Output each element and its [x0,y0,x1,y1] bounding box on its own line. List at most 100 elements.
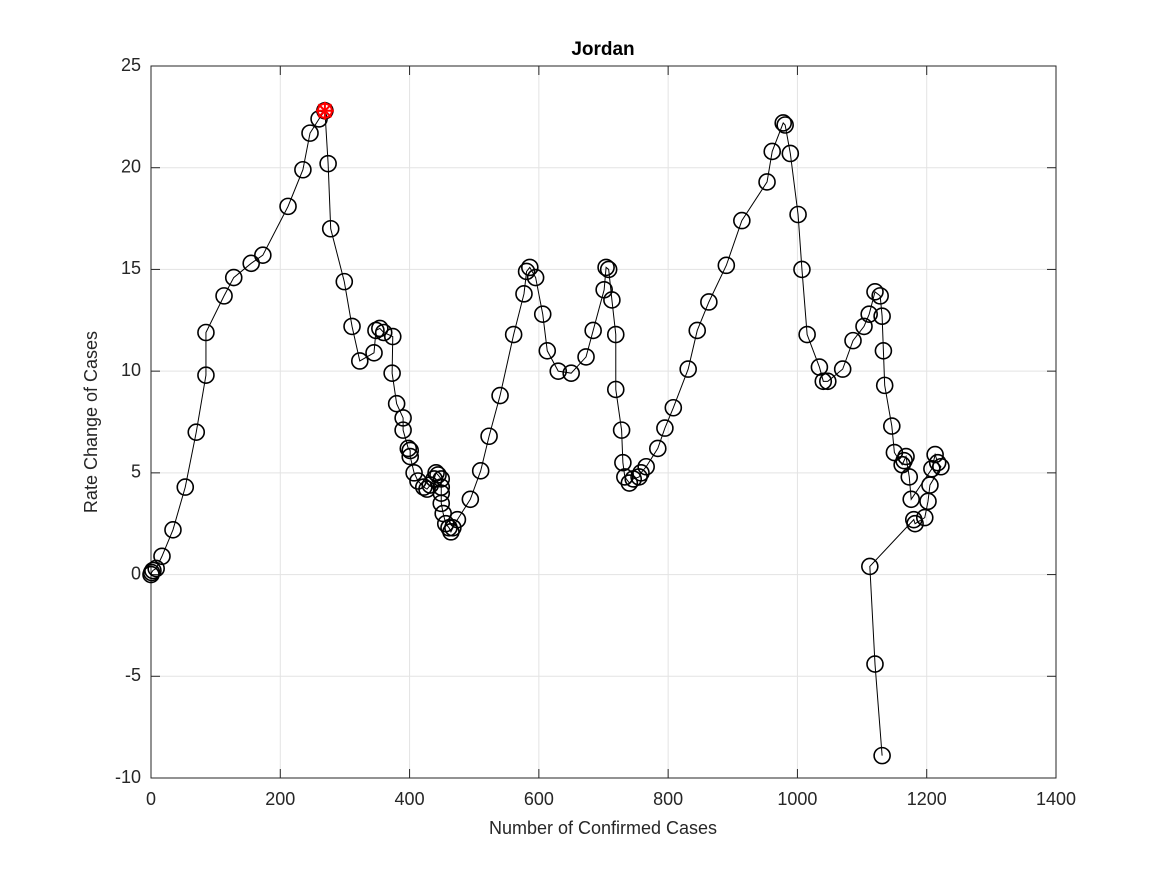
marker [319,154,337,173]
marker [365,344,383,362]
marker [461,490,480,509]
marker [405,464,423,482]
x-tick-label: 1000 [777,789,817,809]
marker [176,478,195,496]
marker-part [317,103,333,118]
marker [432,484,451,503]
x-tick-label: 1400 [1036,789,1076,809]
marker [343,317,361,336]
marker [549,362,568,380]
y-tick-label: -10 [115,767,141,787]
marker [774,114,793,132]
marker [632,464,650,482]
marker [142,563,161,582]
y-tick-label: 15 [121,258,141,278]
marker [432,470,451,488]
marker [781,144,800,163]
marker [401,447,420,466]
marker [515,285,533,303]
marker [664,398,683,417]
marker [526,268,545,287]
marker [144,561,162,580]
x-tick-label: 400 [395,789,425,809]
marker [688,321,707,340]
marker [394,409,412,427]
marker [873,746,891,765]
marker [197,366,215,385]
marker [614,453,632,472]
marker [350,352,369,370]
plot-box [150,65,1057,779]
marker [733,211,751,230]
marker [874,341,893,360]
marker [789,205,807,224]
marker [616,468,634,486]
marker [656,419,674,437]
marker [866,655,884,673]
marker [387,394,406,413]
marker [861,557,879,576]
marker [480,427,498,446]
marker [873,307,891,326]
marker [577,348,595,366]
marker [471,462,490,480]
marker [875,376,894,395]
marker [928,453,947,472]
marker [860,305,878,323]
marker [538,341,557,360]
y-tick-label: 25 [121,55,141,75]
marker [517,262,536,281]
marker [637,457,655,476]
y-tick-label: 10 [121,360,141,380]
marker [871,287,889,305]
marker [584,321,602,340]
marker [294,160,312,179]
marker [215,287,233,305]
marker [394,421,412,439]
marker [187,423,206,441]
marker [224,268,243,287]
marker [763,142,782,161]
x-tick-label: 600 [524,789,554,809]
marker [401,441,420,460]
marker [814,372,833,391]
marker [819,372,837,391]
marker [620,474,639,492]
marker [504,325,523,344]
marker [648,439,667,458]
marker [367,321,385,340]
marker [926,445,944,464]
marker [562,364,580,382]
marker [919,492,937,511]
x-tick-label: 0 [146,789,156,809]
marker [371,319,389,338]
x-axis-label: Number of Confirmed Cases [489,818,717,838]
marker [844,331,862,350]
marker [383,327,402,346]
marker [932,457,950,476]
marker [904,510,923,529]
y-tick-label: 20 [121,156,141,176]
marker [606,380,625,399]
marker [717,256,736,275]
marker [444,518,462,537]
marker [491,386,509,405]
marker [599,260,618,279]
marker [902,490,921,509]
series-line [150,109,942,756]
marker [833,360,852,378]
marker [883,417,901,435]
highlight-marker [315,101,334,120]
marker [197,323,215,342]
marker [679,360,697,378]
marker [335,272,354,291]
marker [429,466,447,484]
marker [606,325,625,344]
marker [432,494,451,513]
chart-title: Jordan [571,39,634,60]
y-tick-label: -5 [125,665,141,685]
marker [301,124,319,142]
marker [866,283,884,301]
